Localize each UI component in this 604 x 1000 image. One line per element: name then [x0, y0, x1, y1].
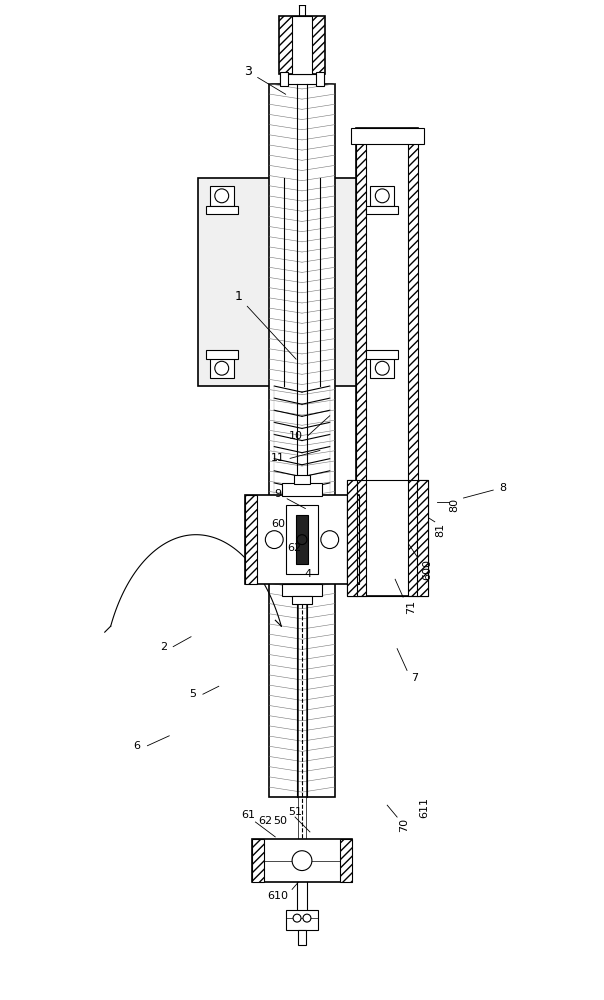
- Bar: [252, 839, 352, 882]
- Text: 3: 3: [245, 65, 286, 94]
- Bar: [408, 128, 418, 596]
- Bar: [356, 128, 418, 596]
- Text: 71: 71: [406, 600, 416, 614]
- Bar: [367, 350, 398, 359]
- Text: 80: 80: [449, 498, 460, 512]
- Bar: [296, 515, 308, 564]
- Bar: [245, 495, 359, 584]
- Bar: [370, 358, 394, 378]
- Bar: [350, 128, 424, 144]
- Text: 81: 81: [435, 523, 446, 537]
- Bar: [286, 505, 318, 574]
- Text: 11: 11: [271, 453, 285, 463]
- Bar: [347, 480, 428, 596]
- Bar: [210, 358, 234, 378]
- Text: 5: 5: [190, 689, 196, 699]
- Bar: [339, 839, 352, 882]
- Bar: [252, 839, 265, 882]
- Circle shape: [215, 189, 229, 203]
- Circle shape: [215, 361, 229, 375]
- Bar: [206, 206, 237, 214]
- Bar: [245, 495, 257, 584]
- Text: 7: 7: [411, 673, 419, 683]
- Circle shape: [293, 914, 301, 922]
- Bar: [198, 178, 406, 386]
- Circle shape: [375, 361, 389, 375]
- Bar: [292, 16, 312, 74]
- Text: 10: 10: [289, 431, 303, 441]
- Bar: [269, 84, 335, 797]
- Bar: [347, 495, 359, 584]
- Bar: [206, 350, 237, 359]
- Bar: [210, 186, 234, 206]
- Circle shape: [265, 531, 283, 549]
- Circle shape: [375, 189, 389, 203]
- Bar: [347, 480, 358, 596]
- Circle shape: [297, 535, 307, 545]
- Bar: [280, 72, 288, 86]
- Bar: [286, 910, 318, 930]
- Text: 8: 8: [500, 483, 507, 493]
- Circle shape: [303, 914, 311, 922]
- Text: 70: 70: [399, 818, 409, 832]
- Text: 610: 610: [268, 891, 289, 901]
- Text: 51: 51: [288, 807, 302, 817]
- Text: 50: 50: [273, 816, 288, 826]
- Bar: [316, 72, 324, 86]
- Text: 1: 1: [234, 290, 296, 359]
- Text: 61: 61: [242, 810, 255, 820]
- Text: 2: 2: [159, 642, 167, 652]
- Bar: [298, 930, 306, 945]
- Bar: [282, 584, 322, 596]
- Text: 600: 600: [422, 559, 432, 580]
- Text: 62: 62: [259, 816, 272, 826]
- Text: 9: 9: [275, 489, 306, 509]
- Bar: [292, 596, 312, 604]
- Bar: [279, 16, 325, 74]
- Text: 60: 60: [271, 519, 285, 529]
- Bar: [367, 206, 398, 214]
- Text: 4: 4: [304, 569, 312, 579]
- Text: 62: 62: [287, 543, 301, 553]
- Bar: [417, 480, 428, 596]
- Bar: [370, 186, 394, 206]
- Text: 6: 6: [133, 741, 140, 751]
- Circle shape: [321, 531, 339, 549]
- Circle shape: [292, 851, 312, 871]
- Text: 611: 611: [419, 797, 429, 818]
- Bar: [280, 74, 324, 84]
- Bar: [282, 483, 322, 496]
- Bar: [356, 128, 367, 596]
- Bar: [294, 475, 310, 484]
